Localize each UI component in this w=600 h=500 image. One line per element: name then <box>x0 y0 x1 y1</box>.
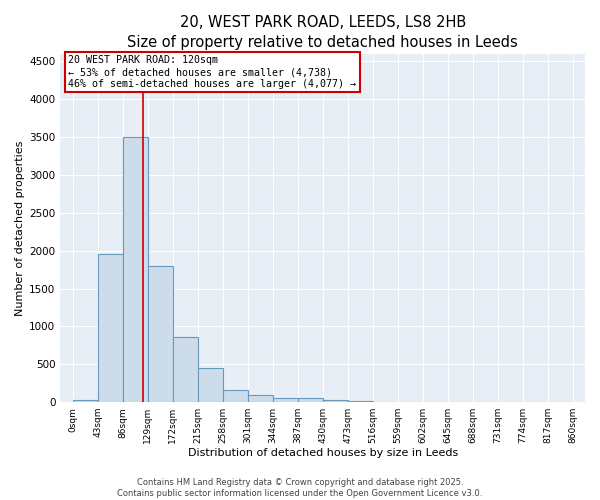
Bar <box>123 137 148 402</box>
Y-axis label: Number of detached properties: Number of detached properties <box>15 140 25 316</box>
Bar <box>248 394 272 402</box>
Bar <box>73 400 98 402</box>
Bar <box>272 398 298 402</box>
X-axis label: Distribution of detached houses by size in Leeds: Distribution of detached houses by size … <box>188 448 458 458</box>
Title: 20, WEST PARK ROAD, LEEDS, LS8 2HB
Size of property relative to detached houses : 20, WEST PARK ROAD, LEEDS, LS8 2HB Size … <box>127 15 518 50</box>
Bar <box>347 400 373 402</box>
Text: Contains HM Land Registry data © Crown copyright and database right 2025.
Contai: Contains HM Land Registry data © Crown c… <box>118 478 482 498</box>
Bar <box>148 266 173 402</box>
Bar <box>198 368 223 402</box>
Text: 20 WEST PARK ROAD: 120sqm
← 53% of detached houses are smaller (4,738)
46% of se: 20 WEST PARK ROAD: 120sqm ← 53% of detac… <box>68 56 356 88</box>
Bar <box>298 398 323 402</box>
Bar <box>173 337 198 402</box>
Bar <box>323 400 347 402</box>
Bar <box>223 390 248 402</box>
Bar <box>98 254 123 402</box>
